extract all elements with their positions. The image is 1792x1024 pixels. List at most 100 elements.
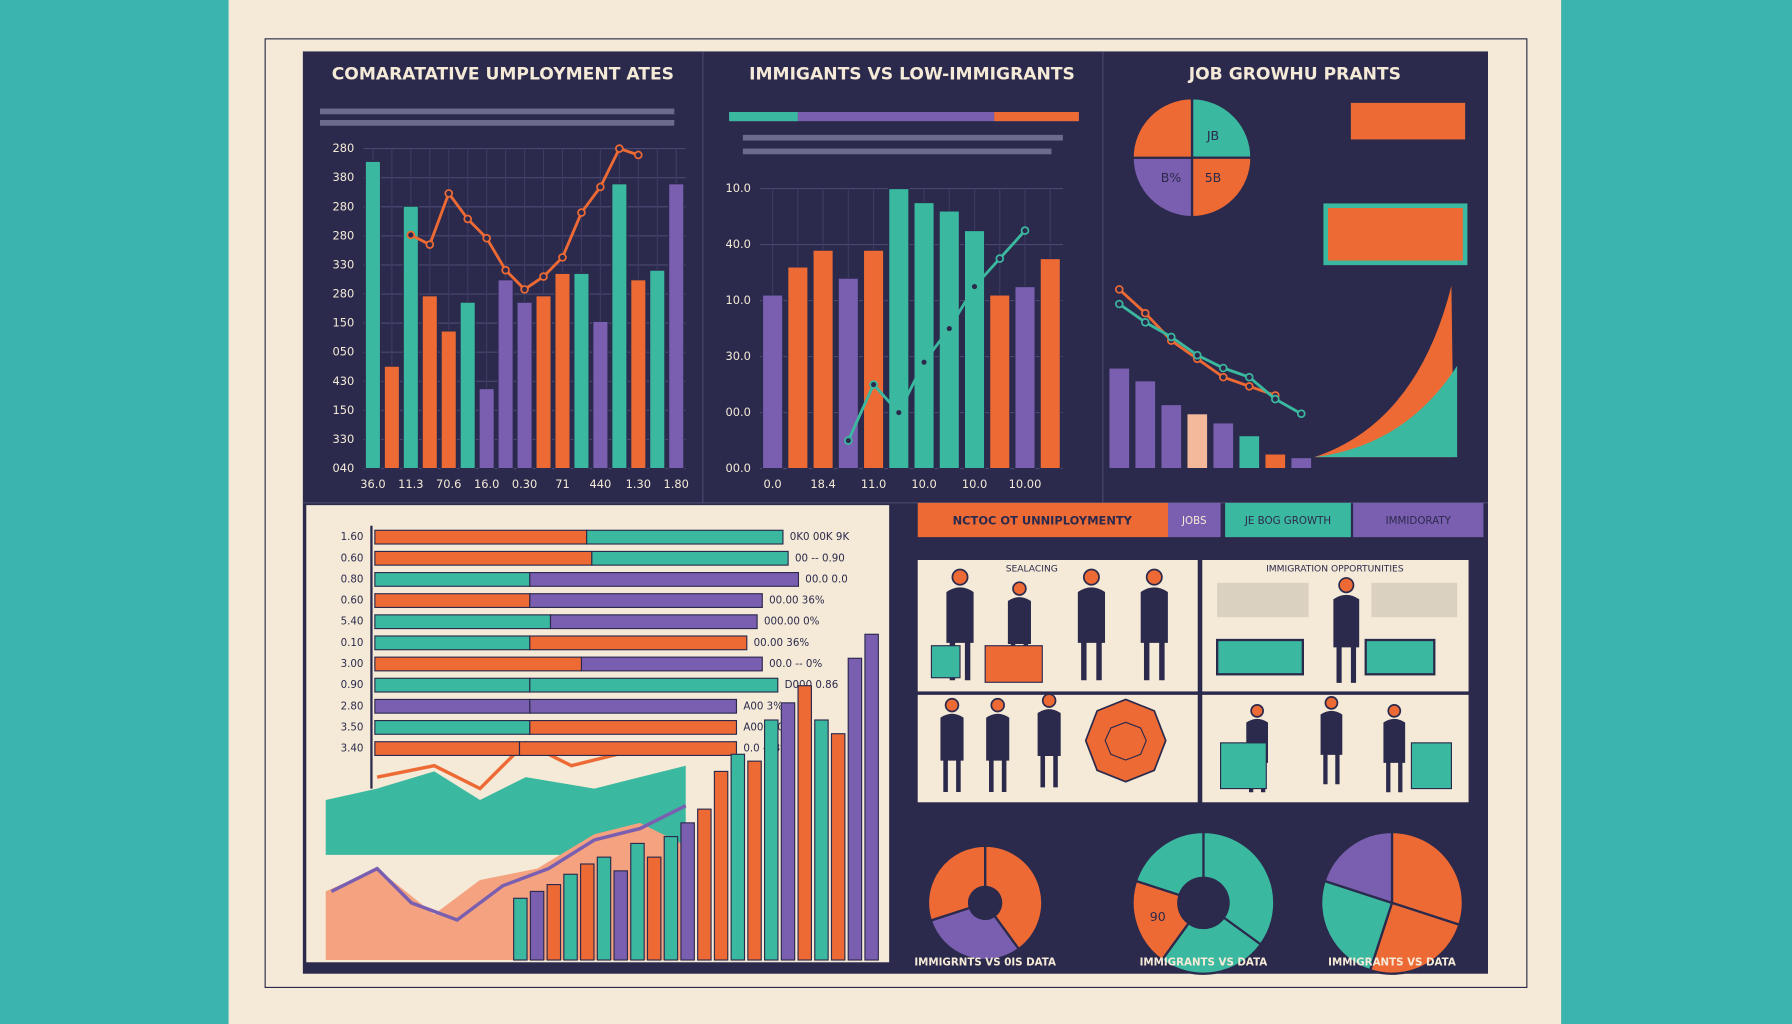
bar-segment — [374, 572, 531, 587]
bar — [440, 330, 457, 470]
x-tick-label: 71 — [555, 477, 570, 491]
bar — [680, 822, 695, 961]
bar — [563, 873, 578, 961]
y-tick-label: 3.40 — [341, 743, 364, 755]
bar — [713, 770, 729, 961]
person-body — [1007, 597, 1031, 644]
y-tick-label: 5.40 — [341, 616, 364, 628]
bar — [787, 266, 809, 470]
banner-text: JOBS — [1181, 515, 1207, 527]
chart-title: IMMIGANTS VS LOW-IMMIGRANTS — [749, 64, 1075, 84]
bar — [913, 201, 935, 470]
x-tick-label: 70.6 — [436, 477, 461, 491]
banner-item — [917, 502, 1168, 538]
y-tick-label: 040 — [333, 461, 355, 475]
text-block — [1371, 582, 1458, 618]
bar — [535, 295, 552, 470]
x-tick-label: 36.0 — [360, 477, 385, 491]
x-tick-label: 0.0 — [764, 477, 782, 491]
bar — [402, 205, 419, 470]
bar-segment — [374, 614, 552, 630]
line-marker — [1115, 299, 1124, 309]
y-tick-label: 280 — [333, 199, 355, 213]
chart-title: IMMIGRANTS VS DATA — [1140, 956, 1268, 968]
line-marker — [869, 380, 878, 389]
person-body — [946, 587, 974, 643]
bar-segment — [374, 677, 531, 693]
person-legs — [1386, 762, 1403, 793]
person-head — [1324, 695, 1339, 710]
strip — [729, 112, 798, 122]
banner-text: JE BOG GROWTH — [1244, 515, 1331, 527]
value-label: 00.00 36% — [769, 595, 825, 607]
line-marker — [444, 189, 454, 198]
bar — [1238, 435, 1261, 470]
chair — [1410, 742, 1452, 790]
bar-segment — [374, 720, 531, 735]
value-label: 00.0 -- 0% — [769, 658, 822, 670]
y-tick-label: 0.80 — [341, 573, 364, 585]
banner-item — [1168, 502, 1221, 538]
value-label: A00 3% — [743, 700, 783, 712]
chart-title: COMARATATIVE UMPLOYMENT ATES — [332, 64, 674, 84]
line-marker — [919, 357, 929, 367]
text-line — [742, 148, 1052, 155]
bar — [383, 365, 401, 470]
text-line — [320, 108, 675, 115]
decor-line — [330, 804, 687, 922]
line-marker — [1245, 382, 1254, 391]
bar — [546, 883, 562, 961]
bar-segment — [529, 635, 748, 651]
line-marker — [1219, 363, 1228, 373]
person-legs — [1323, 754, 1340, 785]
person-body — [940, 713, 964, 761]
x-tick-label: 0.30 — [512, 477, 537, 491]
pie-slice — [1160, 916, 1263, 975]
y-tick-label: 2.80 — [341, 700, 364, 712]
value-label: 000.00 0% — [764, 616, 820, 628]
line-marker — [558, 253, 567, 262]
chart-title: IMMIGRANTS VS DATA — [1328, 956, 1456, 968]
bar — [497, 279, 514, 470]
x-tick-label: 11.3 — [398, 477, 423, 491]
y-tick-label: 050 — [333, 345, 355, 359]
bar — [596, 856, 612, 961]
bar — [1134, 380, 1157, 470]
banner-text: IMMIDORATY — [1386, 515, 1452, 527]
line-marker — [894, 408, 904, 417]
y-tick-label: 3.50 — [341, 721, 364, 733]
bar — [830, 733, 846, 961]
line-marker — [596, 182, 605, 192]
bar — [862, 249, 885, 470]
area-shape — [325, 822, 686, 960]
desk — [984, 645, 1043, 683]
y-tick-label: 280 — [333, 287, 355, 301]
y-tick-label: 1.60 — [341, 531, 364, 543]
bar — [573, 272, 590, 470]
line-marker — [1193, 350, 1202, 360]
line-marker — [844, 436, 853, 445]
person-head — [1145, 568, 1163, 586]
pie-slice — [984, 844, 1044, 951]
strip — [994, 112, 1079, 122]
line-marker — [1167, 332, 1176, 342]
info-box — [1350, 102, 1466, 140]
y-tick-label: 10.0 — [725, 293, 750, 307]
line-marker — [1219, 372, 1228, 382]
line-marker — [944, 324, 954, 333]
bar — [663, 836, 679, 961]
line-marker — [634, 150, 643, 160]
bag — [930, 645, 961, 679]
bar — [1014, 286, 1036, 470]
line-marker — [463, 214, 472, 224]
bar-segment — [591, 550, 789, 566]
pie-slice — [1131, 156, 1194, 219]
banner-item — [1353, 502, 1484, 538]
pie-slice — [1320, 879, 1394, 972]
pie-slice — [1202, 830, 1276, 947]
bar — [1212, 422, 1235, 470]
area-shape — [325, 765, 686, 855]
x-tick-label: 10.00 — [1009, 477, 1042, 491]
y-tick-label: 40.0 — [725, 237, 750, 251]
